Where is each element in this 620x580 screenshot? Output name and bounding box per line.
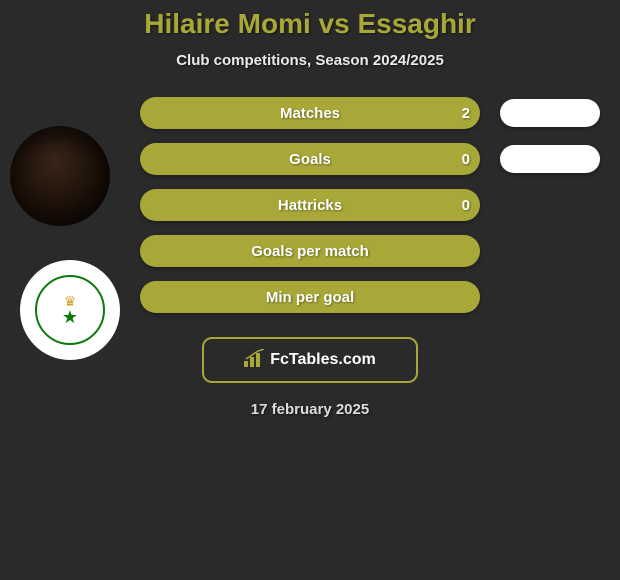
- page-title: Hilaire Momi vs Essaghir: [0, 8, 620, 40]
- crown-icon: ♛: [64, 294, 77, 308]
- stat-label: Matches: [280, 105, 340, 122]
- stat-label: Goals per match: [251, 243, 369, 260]
- club-logo-inner: ♛ ★: [35, 275, 105, 345]
- stat-bar-right: [500, 145, 600, 173]
- club-logo: ♛ ★: [20, 260, 120, 360]
- stat-bar-right: [500, 99, 600, 127]
- stat-row-matches: Matches 2: [140, 97, 480, 129]
- stats-bars: Matches 2 Goals 0 Hattricks 0 Goals per …: [140, 97, 480, 313]
- stat-label: Min per goal: [266, 289, 354, 306]
- player-avatar: [10, 126, 110, 226]
- page-subtitle: Club competitions, Season 2024/2025: [0, 52, 620, 69]
- brand-text: FcTables.com: [270, 351, 376, 369]
- stat-bar-left: Matches 2: [140, 97, 480, 129]
- stat-bar-left: Hattricks 0: [140, 189, 480, 221]
- brand-logo-box[interactable]: FcTables.com: [202, 337, 418, 383]
- chart-icon: [244, 349, 266, 372]
- stat-bar-left: Min per goal: [140, 281, 480, 313]
- stat-row-mpg: Min per goal: [140, 281, 480, 313]
- infographic-container: Hilaire Momi vs Essaghir Club competitio…: [0, 0, 620, 418]
- stat-label: Hattricks: [278, 197, 342, 214]
- stat-label: Goals: [289, 151, 331, 168]
- stat-bar-left: Goals 0: [140, 143, 480, 175]
- date-label: 17 february 2025: [0, 401, 620, 418]
- stat-row-goals: Goals 0: [140, 143, 480, 175]
- stat-value-left: 0: [462, 197, 470, 214]
- stat-value-left: 0: [462, 151, 470, 168]
- stat-row-hattricks: Hattricks 0: [140, 189, 480, 221]
- stat-value-left: 2: [462, 105, 470, 122]
- stat-row-gpm: Goals per match: [140, 235, 480, 267]
- star-icon: ★: [62, 308, 78, 326]
- stat-bar-left: Goals per match: [140, 235, 480, 267]
